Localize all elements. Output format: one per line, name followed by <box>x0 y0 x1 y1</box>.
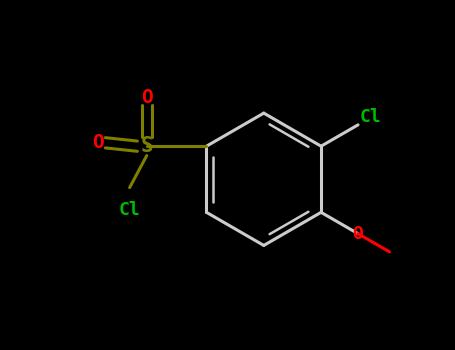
Text: Cl: Cl <box>360 108 382 126</box>
Text: O: O <box>353 225 364 243</box>
Text: Cl: Cl <box>119 201 141 219</box>
Text: O: O <box>141 88 152 107</box>
Text: S: S <box>141 136 153 156</box>
Text: O: O <box>92 133 104 152</box>
